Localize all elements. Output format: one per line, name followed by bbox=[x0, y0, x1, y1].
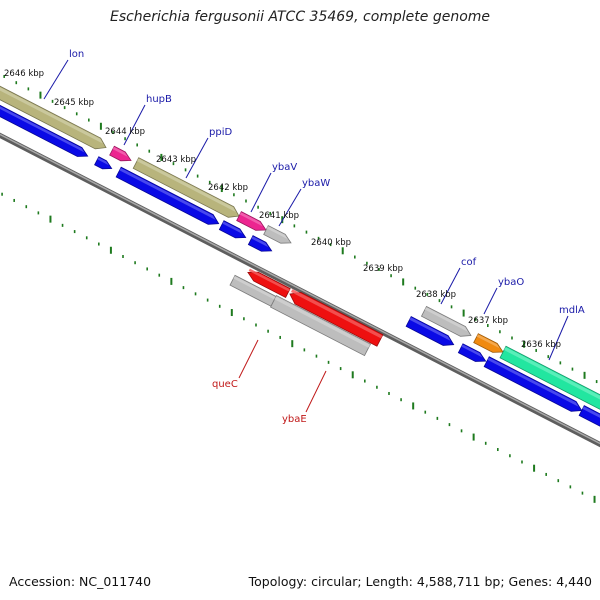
feature-highlight bbox=[487, 357, 579, 407]
label-leaders bbox=[43, 59, 569, 413]
feature-highlight bbox=[461, 344, 483, 358]
backbone-line bbox=[0, 132, 600, 448]
genome-summary-text: Topology: circular; Length: 4,588,711 bp… bbox=[248, 574, 592, 589]
leader-line bbox=[305, 370, 327, 413]
feature-highlight bbox=[136, 158, 236, 213]
gene-label-ybaW: ybaW bbox=[302, 178, 330, 189]
gene-ybaV bbox=[236, 211, 267, 231]
kbp-label: 2636 kbp bbox=[521, 340, 561, 350]
kbp-label: 2638 kbp bbox=[416, 290, 456, 300]
cds-ybaV bbox=[218, 220, 247, 239]
leader-line bbox=[440, 267, 461, 305]
gene-queC bbox=[247, 268, 291, 299]
cds-ybaO bbox=[457, 343, 487, 362]
kbp-label: 2640 kbp bbox=[311, 238, 351, 248]
gene-mdlA bbox=[499, 345, 600, 410]
gene-ybaW bbox=[263, 225, 292, 244]
gene-label-ybaO: ybaO bbox=[498, 277, 524, 288]
leader-line bbox=[123, 104, 146, 146]
accession-text: Accession: NC_011740 bbox=[9, 574, 152, 589]
feature-body bbox=[270, 295, 372, 357]
feature-highlight bbox=[582, 406, 600, 418]
leader-line bbox=[483, 287, 498, 315]
feature-highlight bbox=[476, 334, 500, 349]
feature-highlight bbox=[290, 289, 383, 339]
lower-tick-track bbox=[1, 192, 596, 503]
feature-body bbox=[499, 345, 600, 410]
kbp-label: 2645 kbp bbox=[54, 98, 94, 108]
gene-ybaO bbox=[473, 333, 504, 353]
kbp-label: 2642 kbp bbox=[208, 183, 248, 193]
cds-hupB bbox=[94, 156, 113, 170]
cds-lon bbox=[0, 104, 89, 157]
feature-highlight bbox=[409, 317, 451, 341]
backbone-track bbox=[0, 132, 600, 448]
leader-line bbox=[43, 59, 69, 100]
feature-highlight bbox=[233, 276, 276, 300]
kbp-label: 2646 kbp bbox=[4, 69, 44, 79]
label-layer: 2646 kbp 2645 kbp 2644 kbp 2643 kbp 2642 kbp… bbox=[4, 49, 585, 425]
tick-track bbox=[1, 74, 598, 503]
backbone-highlight bbox=[0, 133, 600, 445]
kbp-label: 2643 kbp bbox=[156, 155, 196, 165]
leader-line bbox=[548, 315, 569, 361]
feature-highlight bbox=[274, 296, 371, 348]
gene-cof bbox=[420, 305, 472, 337]
feature-highlight bbox=[266, 226, 288, 240]
feature-highlight bbox=[0, 106, 85, 153]
gene-ybaE bbox=[289, 289, 384, 347]
gene-label-ybaE: ybaE bbox=[282, 414, 307, 425]
feature-highlight bbox=[248, 268, 290, 292]
gene-label-ppiD: ppiD bbox=[209, 127, 232, 138]
feature-body bbox=[94, 156, 113, 170]
cds-cof bbox=[405, 316, 455, 346]
cds-ppiD bbox=[115, 166, 220, 225]
feature-highlight bbox=[504, 347, 600, 400]
feature-highlight bbox=[222, 221, 243, 234]
gene-lon bbox=[0, 85, 107, 150]
kbp-label: 2641 kbp bbox=[259, 211, 299, 221]
cds-ybaE bbox=[270, 295, 372, 357]
kbp-label: 2644 kbp bbox=[105, 127, 145, 137]
feature-highlight bbox=[0, 87, 103, 144]
gene-hupB bbox=[109, 145, 132, 162]
feature-body bbox=[578, 405, 600, 427]
kbp-label: 2637 kbp bbox=[468, 316, 508, 326]
gene-ppiD bbox=[132, 157, 240, 218]
gene-label-lon: lon bbox=[69, 49, 84, 60]
gene-label-cof: cof bbox=[461, 257, 477, 268]
leader-line bbox=[185, 137, 209, 179]
feature-highlight bbox=[119, 167, 216, 220]
leader-line bbox=[238, 339, 259, 379]
feature-highlight bbox=[424, 307, 468, 332]
kbp-label: 2639 kbp bbox=[363, 264, 403, 274]
feature-highlight bbox=[239, 212, 263, 227]
feature-highlight bbox=[251, 236, 269, 248]
feature-highlight bbox=[112, 146, 128, 157]
feature-track bbox=[0, 85, 600, 427]
feature-highlight bbox=[97, 157, 109, 166]
gene-label-queC: queC bbox=[212, 379, 238, 390]
gene-label-hupB: hupB bbox=[146, 94, 172, 105]
cds-mdlA bbox=[483, 356, 583, 412]
upper-tick-track bbox=[3, 74, 598, 384]
cds-next bbox=[578, 405, 600, 427]
gene-label-ybaV: ybaV bbox=[272, 162, 297, 173]
map-title: Escherichia fergusonii ATCC 35469, compl… bbox=[109, 9, 491, 25]
gene-label-mdlA: mdlA bbox=[559, 305, 585, 316]
leader-line bbox=[278, 188, 302, 227]
leader-line bbox=[250, 172, 272, 213]
feature-body bbox=[109, 145, 132, 162]
cds-ybaW bbox=[247, 235, 273, 252]
